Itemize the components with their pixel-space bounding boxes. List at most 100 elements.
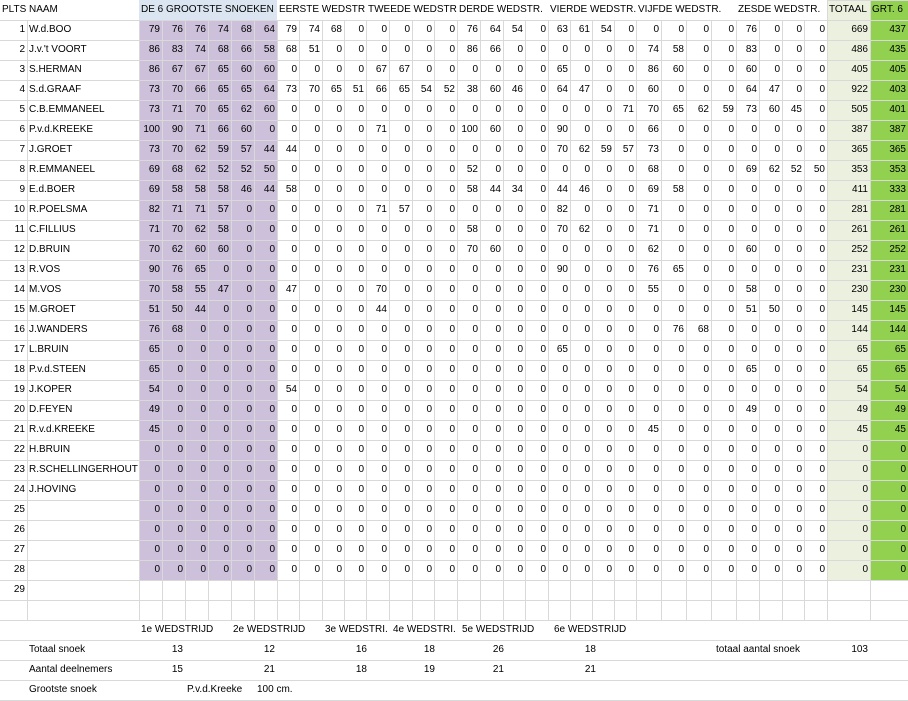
wedstrijd-cell[interactable]: 68: [285, 44, 297, 55]
wedstrijd-cell[interactable]: 0: [653, 544, 659, 555]
wedstrijd-cell[interactable]: 0: [314, 224, 320, 235]
wedstrijd-cell[interactable]: 0: [404, 464, 410, 475]
wedstrijd-cell[interactable]: 0: [314, 284, 320, 295]
wedstrijd-cell[interactable]: 0: [540, 24, 546, 35]
best6-cell[interactable]: 0: [246, 284, 252, 295]
row-naam[interactable]: [27, 560, 139, 580]
wedstrijd-cell[interactable]: 0: [796, 44, 802, 55]
wedstrijd-cell[interactable]: 0: [358, 264, 364, 275]
wedstrijd-cell[interactable]: 0: [449, 524, 455, 535]
wedstrijd-cell[interactable]: 34: [511, 184, 523, 195]
wedstrijd-cell[interactable]: 0: [314, 204, 320, 215]
wedstrijd-cell[interactable]: 0: [678, 504, 684, 515]
wedstrijd-cell[interactable]: 67: [375, 64, 387, 75]
best6-cell[interactable]: 86: [148, 44, 160, 55]
wedstrijd-cell[interactable]: 0: [728, 204, 734, 215]
wedstrijd-cell[interactable]: 51: [352, 84, 364, 95]
wedstrijd-cell[interactable]: 0: [562, 164, 568, 175]
row-plts[interactable]: 17: [13, 344, 25, 355]
wedstrijd-cell[interactable]: 90: [556, 264, 568, 275]
wedstrijd-cell[interactable]: 66: [489, 44, 501, 55]
best6-cell[interactable]: 0: [177, 564, 183, 575]
wedstrijd-cell[interactable]: 0: [381, 184, 387, 195]
wedstrijd-cell[interactable]: 0: [653, 464, 659, 475]
wedstrijd-cell[interactable]: 0: [426, 504, 432, 515]
best6-cell[interactable]: 64: [263, 24, 275, 35]
wedstrijd-cell[interactable]: 0: [562, 504, 568, 515]
best6-cell[interactable]: 62: [194, 224, 206, 235]
wedstrijd-cell[interactable]: 0: [703, 24, 709, 35]
best6-cell[interactable]: 58: [263, 44, 275, 55]
wedstrijd-cell[interactable]: 58: [672, 44, 684, 55]
wedstrijd-cell[interactable]: 0: [774, 284, 780, 295]
wedstrijd-cell[interactable]: 0: [606, 484, 612, 495]
row-plts[interactable]: 3: [19, 64, 25, 75]
wedstrijd-cell[interactable]: 0: [426, 364, 432, 375]
wedstrijd-cell[interactable]: 0: [703, 204, 709, 215]
best6-cell[interactable]: 0: [269, 464, 275, 475]
wedstrijd-cell[interactable]: 0: [728, 144, 734, 155]
wedstrijd-cell[interactable]: 0: [291, 404, 297, 415]
wedstrijd-cell[interactable]: 0: [495, 344, 501, 355]
row-naam[interactable]: [27, 520, 139, 540]
wedstrijd-cell[interactable]: 0: [495, 324, 501, 335]
wedstrijd-cell[interactable]: 0: [291, 224, 297, 235]
wedstrijd-cell[interactable]: 0: [495, 204, 501, 215]
wedstrijd-cell[interactable]: 0: [540, 424, 546, 435]
wedstrijd-cell[interactable]: 0: [495, 364, 501, 375]
wedstrijd-cell[interactable]: 0: [628, 84, 634, 95]
wedstrijd-cell[interactable]: 0: [653, 304, 659, 315]
row-naam[interactable]: E.d.BOER: [29, 184, 76, 195]
best6-cell[interactable]: 0: [200, 544, 206, 555]
wedstrijd-cell[interactable]: 0: [819, 344, 825, 355]
wedstrijd-cell[interactable]: 0: [404, 324, 410, 335]
wedstrijd-cell[interactable]: 0: [472, 324, 478, 335]
wedstrijd-cell[interactable]: 0: [796, 424, 802, 435]
wedstrijd-cell[interactable]: 65: [672, 264, 684, 275]
wedstrijd-cell[interactable]: 0: [314, 344, 320, 355]
row-totaal[interactable]: 411: [852, 184, 868, 195]
wedstrijd-cell[interactable]: 0: [628, 484, 634, 495]
row-plts[interactable]: 5: [19, 104, 25, 115]
best6-cell[interactable]: 60: [217, 244, 229, 255]
wedstrijd-cell[interactable]: 0: [472, 284, 478, 295]
wedstrijd-cell[interactable]: 70: [308, 84, 320, 95]
best6-cell[interactable]: 0: [269, 424, 275, 435]
wedstrijd-cell[interactable]: 0: [358, 204, 364, 215]
wedstrijd-cell[interactable]: 0: [819, 64, 825, 75]
row-plts[interactable]: 20: [13, 404, 25, 415]
wedstrijd-cell[interactable]: 0: [751, 184, 757, 195]
wedstrijd-cell[interactable]: 0: [751, 484, 757, 495]
wedstrijd-cell[interactable]: 49: [745, 404, 757, 415]
row-plts[interactable]: 22: [13, 444, 25, 455]
wedstrijd-cell[interactable]: 0: [703, 564, 709, 575]
best6-cell[interactable]: 0: [246, 524, 252, 535]
wedstrijd-cell[interactable]: 0: [540, 324, 546, 335]
wedstrijd-cell[interactable]: 0: [381, 384, 387, 395]
wedstrijd-cell[interactable]: 0: [291, 64, 297, 75]
wedstrijd-cell[interactable]: 70: [556, 224, 568, 235]
wedstrijd-cell[interactable]: 0: [358, 524, 364, 535]
best6-cell[interactable]: 0: [177, 364, 183, 375]
wedstrijd-cell[interactable]: 0: [291, 304, 297, 315]
wedstrijd-cell[interactable]: 0: [336, 444, 342, 455]
wedstrijd-cell[interactable]: 0: [703, 124, 709, 135]
wedstrijd-cell[interactable]: 62: [768, 164, 780, 175]
best6-cell[interactable]: 100: [143, 124, 160, 135]
wedstrijd-cell[interactable]: 0: [796, 404, 802, 415]
wedstrijd-cell[interactable]: 59: [600, 144, 612, 155]
row-naam[interactable]: R.SCHELLINGERHOUT: [29, 464, 138, 475]
wedstrijd-cell[interactable]: 0: [449, 364, 455, 375]
wedstrijd-cell[interactable]: 0: [291, 104, 297, 115]
wedstrijd-cell[interactable]: 65: [398, 84, 410, 95]
best6-cell[interactable]: 0: [269, 224, 275, 235]
wedstrijd-cell[interactable]: 45: [790, 104, 802, 115]
wedstrijd-cell[interactable]: 0: [426, 444, 432, 455]
best6-cell[interactable]: 0: [246, 504, 252, 515]
best6-cell[interactable]: 70: [148, 244, 160, 255]
wedstrijd-cell[interactable]: 0: [562, 444, 568, 455]
best6-cell[interactable]: 64: [263, 84, 275, 95]
wedstrijd-cell[interactable]: 0: [819, 204, 825, 215]
best6-cell[interactable]: 0: [269, 484, 275, 495]
row-totaal[interactable]: 65: [856, 344, 868, 355]
